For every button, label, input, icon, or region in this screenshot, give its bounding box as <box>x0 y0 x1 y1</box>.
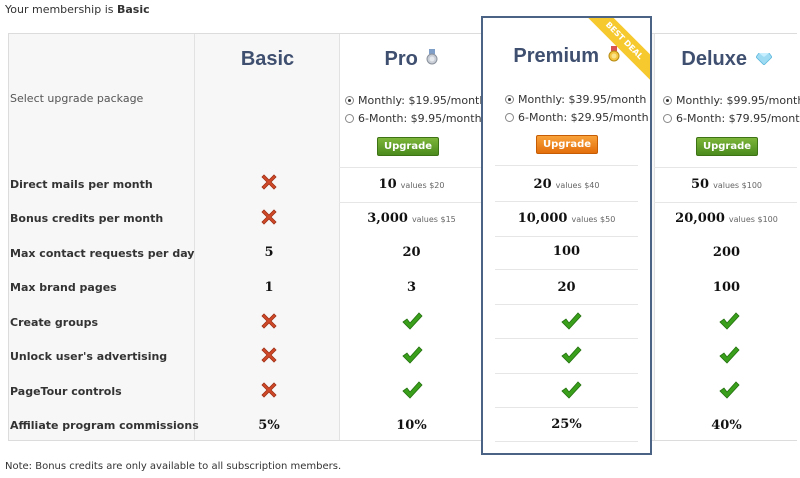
deluxe-brand-pages: 100 <box>712 280 741 295</box>
radio[interactable] <box>505 113 514 122</box>
radio[interactable] <box>663 114 672 123</box>
premium-bonus-credits-sub: values $50 <box>571 215 616 224</box>
row-label-affiliate: Affiliate program commissions <box>10 419 199 432</box>
premium-max-contacts: 100 <box>552 244 581 259</box>
column-divider <box>654 34 655 440</box>
gold-medal-icon <box>608 45 620 68</box>
pro-six-month-label: 6-Month: $9.95/month <box>358 112 482 125</box>
check-icon <box>401 380 423 404</box>
check-icon <box>401 311 423 335</box>
basic-brand-pages: 1 <box>264 280 274 295</box>
check-icon <box>560 380 582 404</box>
cross-icon <box>259 380 279 404</box>
cross-icon <box>259 345 279 369</box>
radio[interactable] <box>345 114 354 123</box>
premium-direct-mails: 20 values $40 <box>483 177 650 192</box>
upgrade-row-label: Select upgrade package <box>10 92 144 105</box>
premium-monthly-label: Monthly: $39.95/month <box>518 93 647 106</box>
membership-status: Your membership is Basic <box>5 3 150 16</box>
plan-name-deluxe: Deluxe <box>655 48 798 71</box>
plan-name-deluxe-label: Deluxe <box>681 48 748 70</box>
premium-upgrade-button[interactable]: Upgrade <box>536 135 598 154</box>
deluxe-bonus-credits-sub: values $100 <box>728 215 778 224</box>
premium-six-month-label: 6-Month: $29.95/month <box>518 111 649 124</box>
pro-bonus-credits-sub: values $15 <box>411 215 456 224</box>
plan-name-pro: Pro <box>340 48 483 71</box>
row-label-max-contacts: Max contact requests per day <box>10 247 195 260</box>
pro-bonus-credits: 3,000 values $15 <box>340 211 483 226</box>
membership-level: Basic <box>116 3 150 16</box>
premium-brand-pages: 20 <box>557 280 576 295</box>
deluxe-monthly-label: Monthly: $99.95/month <box>676 94 800 107</box>
radio-selected[interactable] <box>345 96 354 105</box>
column-divider <box>339 34 340 440</box>
pro-column <box>339 34 482 440</box>
basic-max-contacts: 5 <box>264 245 274 260</box>
check-icon <box>718 380 740 404</box>
deluxe-direct-mails-value: 50 <box>690 177 710 192</box>
check-icon <box>718 345 740 369</box>
premium-bonus-credits: 10,000 values $50 <box>483 211 650 226</box>
basic-affiliate: 5% <box>258 418 280 433</box>
deluxe-bonus-credits: 20,000 values $100 <box>655 211 798 226</box>
deluxe-six-month-option[interactable]: 6-Month: $79.95/month <box>663 112 800 125</box>
row-label-brand-pages: Max brand pages <box>10 281 117 294</box>
column-divider <box>194 34 195 440</box>
cross-icon <box>259 207 279 231</box>
premium-direct-mails-value: 20 <box>533 177 552 192</box>
deluxe-column <box>654 34 797 440</box>
deluxe-upgrade-button[interactable]: Upgrade <box>696 137 758 156</box>
footer-note: Note: Bonus credits are only available t… <box>5 461 342 472</box>
deluxe-max-contacts: 200 <box>712 245 741 260</box>
premium-bonus-credits-value: 10,000 <box>517 211 568 226</box>
deluxe-direct-mails: 50 values $100 <box>655 177 798 192</box>
check-icon <box>560 311 582 335</box>
premium-column: BEST DEAL Premium Monthly: $39.95/month … <box>481 16 652 455</box>
pro-direct-mails-value: 10 <box>378 177 397 192</box>
check-icon <box>401 345 423 369</box>
row-label-unlock-ads: Unlock user's advertising <box>10 350 168 363</box>
plan-name-premium-label: Premium <box>513 45 600 67</box>
pro-upgrade-button[interactable]: Upgrade <box>377 137 439 156</box>
pro-six-month-option[interactable]: 6-Month: $9.95/month <box>345 112 482 125</box>
deluxe-affiliate: 40% <box>711 418 742 433</box>
pro-monthly-option[interactable]: Monthly: $19.95/month <box>345 94 486 107</box>
pro-monthly-label: Monthly: $19.95/month <box>358 94 487 107</box>
check-icon <box>560 345 582 369</box>
deluxe-direct-mails-sub: values $100 <box>713 181 762 190</box>
deluxe-bonus-credits-value: 20,000 <box>675 211 725 226</box>
row-label-direct-mails: Direct mails per month <box>10 178 153 191</box>
check-icon <box>718 311 740 335</box>
premium-direct-mails-sub: values $40 <box>555 181 600 190</box>
cross-icon <box>259 311 279 335</box>
row-label-create-groups: Create groups <box>10 316 99 329</box>
pro-bonus-credits-value: 3,000 <box>367 211 408 226</box>
pro-direct-mails-sub: values $20 <box>400 181 445 190</box>
plan-name-basic: Basic <box>240 48 295 70</box>
pro-direct-mails: 10 values $20 <box>340 177 483 192</box>
plan-name-premium: Premium <box>483 45 650 68</box>
plan-name-pro-label: Pro <box>384 48 418 70</box>
row-label-bonus-credits: Bonus credits per month <box>10 212 164 225</box>
premium-six-month-option[interactable]: 6-Month: $29.95/month <box>505 111 649 124</box>
pro-affiliate: 10% <box>396 418 427 433</box>
radio-selected[interactable] <box>663 96 672 105</box>
silver-medal-icon <box>426 48 438 71</box>
premium-monthly-option[interactable]: Monthly: $39.95/month <box>505 93 646 106</box>
deluxe-monthly-option[interactable]: Monthly: $99.95/month <box>663 94 800 107</box>
pro-brand-pages: 3 <box>406 280 417 295</box>
deluxe-six-month-label: 6-Month: $79.95/month <box>676 112 800 125</box>
cross-icon <box>259 172 279 196</box>
membership-prefix: Your membership is <box>5 3 117 16</box>
row-label-pagetour: PageTour controls <box>10 385 122 398</box>
pro-max-contacts: 20 <box>402 245 421 260</box>
premium-affiliate: 25% <box>551 417 582 432</box>
radio-selected[interactable] <box>505 95 514 104</box>
diamond-icon <box>755 48 773 71</box>
